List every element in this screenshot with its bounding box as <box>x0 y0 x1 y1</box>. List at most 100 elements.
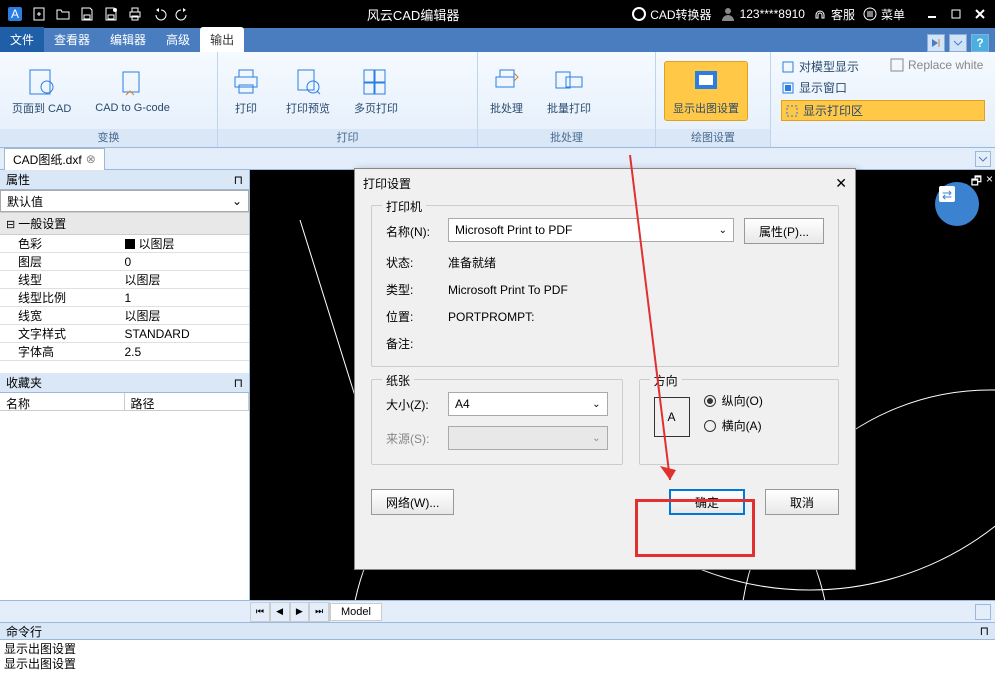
commandline-pin-icon[interactable]: ⊓ <box>980 624 989 638</box>
show-print-area-toggle[interactable]: 显示打印区 <box>781 100 985 121</box>
customize-ribbon-icon[interactable] <box>927 34 945 52</box>
new-icon[interactable] <box>28 3 50 25</box>
chevron-down-icon: ⌄ <box>592 399 600 410</box>
chevron-down-icon: ⌄ <box>592 433 600 444</box>
radio-icon <box>704 395 716 407</box>
replace-white-toggle[interactable]: Replace white <box>890 58 983 72</box>
open-icon[interactable] <box>52 3 74 25</box>
tab-advanced[interactable]: 高级 <box>156 27 200 52</box>
maximize-button[interactable] <box>945 3 967 25</box>
properties-scope-dropdown[interactable]: 默认值 ⌄ <box>0 190 249 212</box>
prop-row-color[interactable]: 色彩以图层 <box>0 235 249 253</box>
printer-name-select[interactable]: Microsoft Print to PDF ⌄ <box>448 218 734 242</box>
viewcube-icon[interactable]: ⇄ <box>935 182 979 226</box>
tab-nav-next-icon[interactable]: ▶ <box>290 602 310 622</box>
orientation-portrait-radio[interactable]: 纵向(O) <box>704 392 763 409</box>
titlebar: A 风云CAD编辑器 CAD转换器 123****8910 客服 菜单 <box>0 0 995 28</box>
dialog-titlebar: 打印设置 ✕ <box>355 169 855 197</box>
prop-row-lineweight[interactable]: 线宽以图层 <box>0 307 249 325</box>
prop-row-ltscale[interactable]: 线型比例1 <box>0 289 249 307</box>
batch-icon <box>491 66 523 98</box>
batch-button[interactable]: 批处理 <box>486 64 527 118</box>
page-to-cad-button[interactable]: 页面到 CAD <box>8 64 75 118</box>
prop-row-textheight[interactable]: 字体高2.5 <box>0 343 249 361</box>
document-tab-label: CAD图纸.dxf <box>13 151 82 168</box>
ribbon-group-print-label: 打印 <box>218 129 477 147</box>
paper-source-select: ⌄ <box>448 426 608 450</box>
collapse-ribbon-icon[interactable] <box>949 34 967 52</box>
main-menu[interactable]: 菜单 <box>863 6 905 23</box>
cmd-line: 显示出图设置 <box>4 642 991 657</box>
orientation-landscape-radio[interactable]: 横向(A) <box>704 417 763 434</box>
printer-properties-button[interactable]: 属性(P)... <box>744 218 824 244</box>
model-tab[interactable]: Model <box>330 603 382 621</box>
ribbon-group-batch-label: 批处理 <box>478 129 655 147</box>
document-tab-close-icon[interactable]: ⊗ <box>86 152 96 166</box>
viewport-close-icon[interactable]: × <box>986 172 993 193</box>
left-panel: 属性 ⊓ 默认值 ⌄ ⊟ 一般设置 色彩以图层 图层0 线型以图层 线型比例1 … <box>0 170 250 600</box>
tab-nav-first-icon[interactable]: ⏮ <box>250 602 270 622</box>
commandline-area[interactable]: 显示出图设置 显示出图设置 <box>0 640 995 680</box>
cad-converter-link[interactable]: CAD转换器 <box>632 6 711 23</box>
printer-fieldset: 打印机 名称(N): Microsoft Print to PDF ⌄ 属性(P… <box>371 205 839 367</box>
multipage-icon <box>360 66 392 98</box>
tab-output[interactable]: 输出 <box>200 27 244 52</box>
page-to-cad-icon <box>26 66 58 98</box>
favorites-pin-icon[interactable]: ⊓ <box>234 376 243 390</box>
favorites-table: 名称 路径 <box>0 393 249 600</box>
print-preview-icon <box>292 66 324 98</box>
favorites-panel-header: 收藏夹 ⊓ <box>0 373 249 393</box>
app-title: 风云CAD编辑器 <box>194 5 632 24</box>
support-link[interactable]: 客服 <box>813 6 855 23</box>
properties-section[interactable]: ⊟ 一般设置 <box>0 213 249 235</box>
commandline-header: 命令行 ⊓ <box>0 622 995 640</box>
user-account[interactable]: 123****8910 <box>720 6 805 22</box>
minimize-button[interactable] <box>921 3 943 25</box>
tab-file[interactable]: 文件 <box>0 27 44 52</box>
print-preview-button[interactable]: 打印预览 <box>282 64 334 118</box>
undo-icon[interactable] <box>148 3 170 25</box>
properties-pin-icon[interactable]: ⊓ <box>234 173 243 187</box>
orientation-fieldset: 方向 A 纵向(O) 横向(A) <box>639 379 839 465</box>
paper-size-select[interactable]: A4 ⌄ <box>448 392 608 416</box>
batch-print-icon <box>553 66 585 98</box>
ok-button[interactable]: 确定 <box>669 489 745 515</box>
document-tab[interactable]: CAD图纸.dxf ⊗ <box>4 148 105 170</box>
layout-dropdown-icon[interactable] <box>975 604 991 620</box>
dialog-close-icon[interactable]: ✕ <box>835 175 847 192</box>
close-button[interactable] <box>969 3 991 25</box>
ribbon-group-plot-label: 绘图设置 <box>656 129 770 147</box>
model-tab-strip: ⏮ ◀ ▶ ⏭ Model <box>0 600 995 622</box>
tab-viewer[interactable]: 查看器 <box>44 27 100 52</box>
tab-nav-prev-icon[interactable]: ◀ <box>270 602 290 622</box>
favorites-col-path[interactable]: 路径 <box>125 393 250 410</box>
favorites-col-name[interactable]: 名称 <box>0 393 125 410</box>
prop-row-linetype[interactable]: 线型以图层 <box>0 271 249 289</box>
dialog-title: 打印设置 <box>363 175 411 192</box>
multipage-print-button[interactable]: 多页打印 <box>350 64 402 118</box>
show-window-toggle[interactable]: 显示窗口 <box>781 79 985 96</box>
saveas-icon[interactable] <box>100 3 122 25</box>
print-icon[interactable] <box>124 3 146 25</box>
tab-editor[interactable]: 编辑器 <box>100 27 156 52</box>
chevron-down-icon: ⌄ <box>719 225 727 236</box>
app-logo-icon: A <box>4 3 26 25</box>
prop-row-layer[interactable]: 图层0 <box>0 253 249 271</box>
show-plot-settings-button[interactable]: 显示出图设置 <box>664 61 748 121</box>
tab-nav-last-icon[interactable]: ⏭ <box>309 602 329 622</box>
redo-icon[interactable] <box>172 3 194 25</box>
printer-icon <box>230 66 262 98</box>
document-tabs: CAD图纸.dxf ⊗ <box>0 148 995 170</box>
cad-to-gcode-button[interactable]: CAD to G-code <box>91 66 174 116</box>
cad-to-gcode-icon <box>117 68 149 100</box>
print-button[interactable]: 打印 <box>226 64 266 118</box>
ribbon-group-convert-label: 变换 <box>0 129 217 147</box>
network-button[interactable]: 网络(W)... <box>371 489 454 515</box>
plot-settings-icon <box>690 66 722 98</box>
batch-print-button[interactable]: 批量打印 <box>543 64 595 118</box>
prop-row-textstyle[interactable]: 文字样式STANDARD <box>0 325 249 343</box>
save-icon[interactable] <box>76 3 98 25</box>
help-icon[interactable]: ? <box>971 34 989 52</box>
doctabs-dropdown[interactable] <box>975 151 991 167</box>
cancel-button[interactable]: 取消 <box>765 489 839 515</box>
